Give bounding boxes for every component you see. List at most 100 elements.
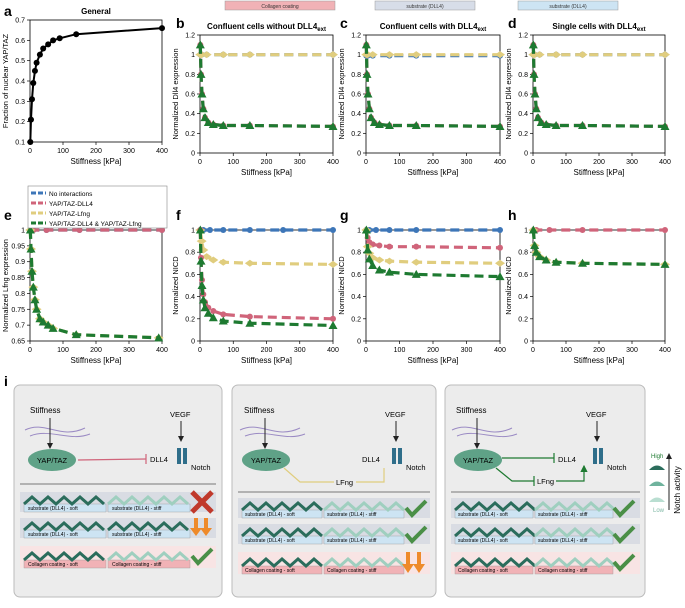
x-tick-label-h-2: 200 [593,347,605,354]
point-c-1-5 [495,51,505,59]
check-icon-2b [404,525,428,544]
point-c-1-2 [367,51,378,59]
strip-label-substrate-2: substrate (DLL4) [549,4,587,10]
point-e-3-3 [28,282,38,291]
point-d-3-2 [530,89,540,98]
point-g-3-7 [495,272,505,281]
x-axis-label-g: Stiffness [kPa] [408,356,459,365]
top-strips: Collagen coating substrate (DLL4) substr… [224,0,619,11]
box2-diagram: Stiffness YAP/TAZ LFng DLL4 VEGF Notch s… [238,406,430,575]
x-tick-label-h-4: 400 [659,347,671,354]
series-line-g-1 [364,229,501,250]
down-arrows-icon-2 [402,552,425,573]
point-c-3-9 [495,121,505,130]
series-line-g-3 [364,229,501,279]
point-c-3-6 [374,119,384,128]
row3-stiff-label-3: Collagen coating - stiff [538,568,588,574]
box1-diagram: Stiffness YAP/TAZ DLL4 VEGF Notch substr… [20,406,216,569]
x-tick-label-b-0: 0 [198,159,202,166]
check-icon [190,547,214,566]
y-tick-label-a-3: 0.4 [15,79,25,86]
point-f-2-8 [246,313,253,320]
series-line-d-2 [531,44,666,128]
row2-soft-label-1: substrate (DLL4) - soft [28,532,78,538]
notch-label-1: Notch [191,463,211,472]
panel-letter-a: a [4,3,12,19]
row1-soft-label-2: substrate (DLL4) - soft [245,512,295,518]
y-tick-label-d-0: 0 [524,151,528,158]
check-icon-3a [612,499,636,518]
y-tick-label-d-6: 1.2 [518,33,528,40]
row2-soft-label-3: substrate (DLL4) - soft [458,538,508,544]
point-g-3-3 [368,261,378,270]
row2-stiff-label-2: substrate (DLL4) - stiff [327,538,377,544]
series-line-h-1 [531,229,666,266]
y-tick-label-c-4: 0.8 [351,72,361,79]
y-tick-label-a-2: 0.3 [15,99,25,106]
x-axis-label-h: Stiffness [kPa] [574,356,625,365]
cross-icon [190,490,214,514]
series-line-e-2 [28,229,159,340]
point-f-2-6 [210,308,217,315]
panel-letter-i: i [4,373,8,389]
point-g-3-2 [364,254,374,263]
box3-diagram: Stiffness YAP/TAZ DLL4 LFng VEGF Notch s… [451,406,640,575]
legend: No interactions YAP/TAZ-DLL4 YAP/TAZ-Lfn… [27,185,168,229]
point-f-1-6 [244,259,255,267]
point-b-3-2 [197,89,207,98]
point-a-0-12 [159,25,165,32]
point-d-3-8 [578,120,587,129]
panel-letter-e: e [4,207,12,223]
point-e-3-9 [48,323,58,332]
y-tick-label-b-0: 0 [191,151,195,158]
x-tick-label-b-1: 100 [227,159,239,166]
y-tick-label-b-3: 0.6 [185,92,195,99]
row3-soft-label-1: Collagen coating - soft [28,562,78,568]
panel-letter-b: b [176,15,185,31]
x-tick-label-g-3: 300 [461,347,473,354]
yaptaz-blob-2 [242,449,290,471]
yaptaz-label-3: YAP/TAZ [463,456,494,465]
y-tick-label-d-5: 1 [524,52,528,59]
cell-high-icon [649,465,665,470]
yaptaz-label-2: YAP/TAZ [251,456,282,465]
y-tick-label-g-0: 0 [357,339,361,346]
point-f-1-5 [218,258,229,266]
point-f-1-4 [208,256,219,264]
point-a-0-4 [31,67,38,74]
y-tick-label-c-0: 0 [357,151,361,158]
point-g-3-6 [411,269,421,278]
point-d-3-4 [533,113,543,122]
point-a-0-7 [40,45,47,52]
point-b-3-8 [245,120,255,129]
chart-e: 0 100 200 300 400 0.65 0.7 0.75 0.8 0.85 0.9 0.95 1 S… [1,225,168,365]
high-label: High [651,454,663,460]
x-tick-label-g-0: 0 [364,347,368,354]
point-b-1-5 [328,51,338,59]
y-tick-label-g-5: 1 [357,228,361,235]
chart-title-d: Single cells with DLL4ext [552,22,645,33]
point-e-1-2 [43,227,50,233]
y-tick-label-h-3: 0.6 [518,272,528,279]
y-tick-label-h-0: 0 [524,339,528,346]
series-line-d-3 [531,44,666,128]
panel-letter-c: c [340,15,348,31]
point-f-0-5 [280,227,287,233]
point-e-3-0 [25,225,35,234]
point-e-3-4 [30,295,40,304]
point-c-3-5 [369,118,379,127]
point-f-3-2 [197,281,207,289]
point-f-1-3 [201,253,212,261]
stiffness-label-1: Stiffness [30,406,61,415]
point-g-1-6 [413,243,420,250]
y-tick-label-a-5: 0.6 [15,38,25,45]
point-e-3-1 [26,244,36,253]
point-c-3-7 [384,120,394,129]
point-d-1-2 [534,51,545,59]
point-b-3-0 [195,40,205,49]
legend-label-2: YAP/TAZ-Lfng [49,211,90,218]
y-tick-label-h-2: 0.4 [518,294,528,301]
y-tick-label-e-7: 1 [21,228,25,235]
plot-frame-b [199,34,334,154]
series-line-b-3 [198,44,334,128]
